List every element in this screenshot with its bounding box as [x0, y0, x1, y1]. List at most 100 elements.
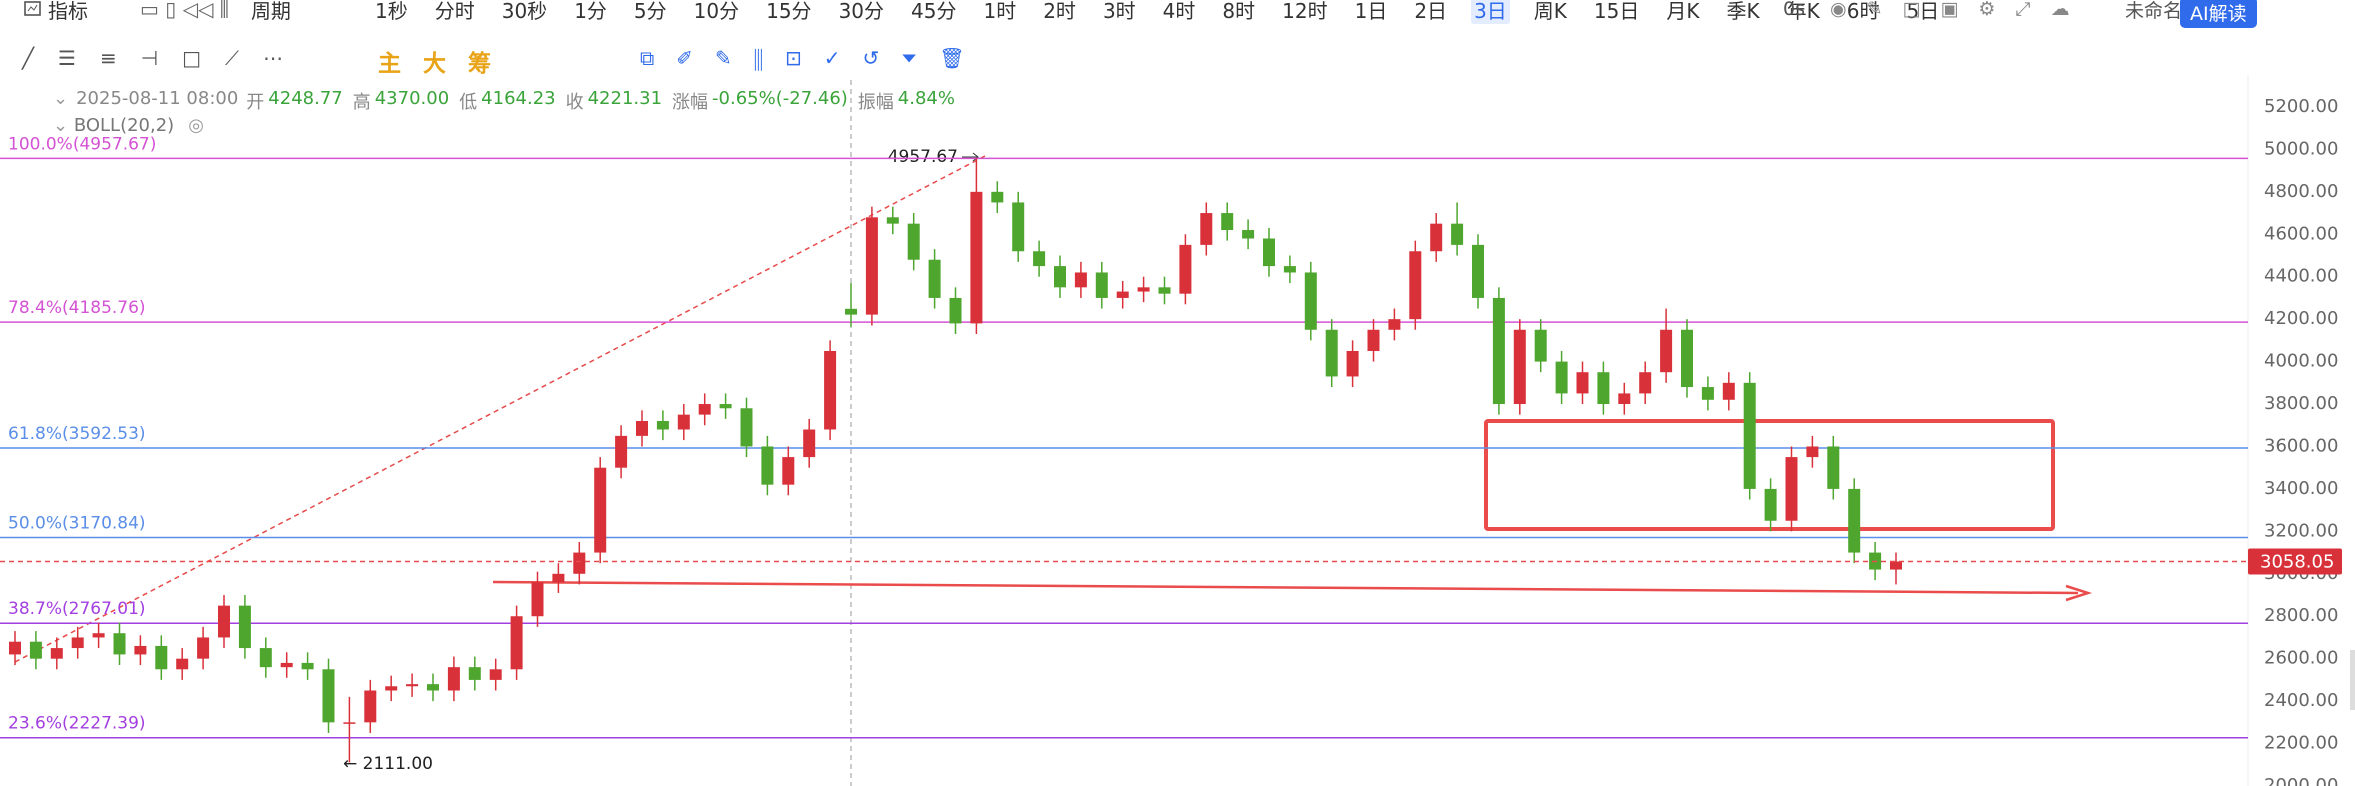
collapse-icon[interactable]: ⌄ [53, 88, 69, 109]
y-tick-label: 3600.00 [2264, 435, 2338, 456]
interval-button[interactable]: 5日 [1906, 0, 1940, 23]
interval-button[interactable]: 15日 [1593, 0, 1640, 23]
interval-button[interactable]: 1日 [1354, 0, 1388, 23]
y-tick-label: 2200.00 [2264, 733, 2338, 754]
high-label: 4957.67 [888, 147, 958, 167]
candle-body [1806, 446, 1819, 458]
info-bar: ⌄ 2025-08-11 08:00 开 4248.77 高 4370.00 低 4164… [53, 88, 965, 114]
collapse-icon[interactable]: ⌄ [53, 115, 74, 136]
interval-button[interactable]: 6时 [1846, 0, 1880, 23]
interval-button[interactable]: 季K [1726, 0, 1760, 23]
interval-button[interactable]: 3日 [1471, 0, 1510, 24]
period-button[interactable]: 周期 [250, 0, 291, 23]
candle-body [406, 684, 419, 687]
ai-button[interactable]: AI解读 [2180, 0, 2257, 28]
interval-button[interactable]: 3时 [1102, 0, 1136, 23]
y-tick-label: 2000.00 [2264, 775, 2338, 786]
candle-body [113, 633, 126, 655]
field-value: 4370.00 [374, 88, 450, 109]
toolbar-icons: ▭ ▯ ◁◁ ⫼ [140, 0, 229, 21]
candle-body [1576, 372, 1589, 394]
candle-body [824, 350, 837, 430]
candle-body [1890, 561, 1902, 570]
candle-body [803, 429, 816, 458]
candle-body [1618, 393, 1631, 405]
fib-label: 61.8%(3592.53) [8, 424, 146, 444]
interval-button[interactable]: 5分 [633, 0, 667, 23]
candle-body [364, 690, 377, 723]
ai-button-wrap: AI解读 [2180, 0, 2257, 28]
fib-label: 78.4%(4185.76) [8, 298, 146, 318]
candle-body [238, 605, 251, 649]
interval-button[interactable]: 1时 [983, 0, 1017, 23]
interval-button[interactable]: 45分 [911, 0, 957, 23]
candle-body [1200, 213, 1213, 245]
candle-body [385, 686, 398, 691]
interval-button[interactable]: 15分 [766, 0, 812, 23]
candle-body [656, 421, 669, 430]
candle-body [1534, 329, 1547, 362]
candle-body [343, 722, 356, 724]
tool-button[interactable]: 大 [423, 51, 446, 77]
candle-body [761, 446, 774, 485]
candle-body [1472, 244, 1484, 298]
workspace[interactable]: 未命名 [2125, 0, 2183, 22]
candle-body [1513, 329, 1526, 405]
candle-body [1492, 297, 1505, 405]
interval-button[interactable]: 2日 [1414, 0, 1448, 23]
interval-button[interactable]: 周K [1533, 0, 1567, 23]
y-tick-label: 3800.00 [2264, 393, 2338, 414]
candle-body [1033, 251, 1046, 267]
interval-button[interactable]: 4时 [1162, 0, 1196, 23]
y-tick-label: 4200.00 [2264, 308, 2338, 329]
interval-button[interactable]: 30分 [838, 0, 885, 23]
candle-body [155, 645, 168, 670]
candle-body [1095, 272, 1108, 298]
candle-body [1346, 350, 1359, 377]
candle-body [1388, 319, 1401, 330]
tool-button[interactable]: 主 [378, 51, 401, 77]
candle-body [991, 191, 1004, 203]
candle-body [970, 191, 983, 324]
candle-body [1304, 272, 1317, 330]
toolbar-icons-right: ◉✎□▣⚙⤢☁ [1830, 0, 2090, 20]
timer: 0s [1783, 0, 1805, 20]
candle-body [1116, 291, 1129, 298]
interval-button[interactable]: 12时 [1282, 0, 1328, 23]
interval-button[interactable]: 2时 [1043, 0, 1076, 23]
candle-body [1743, 382, 1756, 489]
low-label: ← 2111.00 [343, 754, 433, 774]
eye-icon[interactable]: ◎ [188, 115, 204, 136]
indicator-name: BOLL(20,2) [73, 115, 175, 136]
tool-icons: ⧉✐✎⫼⊡✓↺⏷🗑 [640, 46, 987, 70]
candle-body [468, 667, 481, 680]
interval-button[interactable]: 分时 [434, 0, 475, 23]
y-tick-label: 2600.00 [2264, 648, 2338, 669]
candle-body [218, 605, 230, 638]
scrollbar[interactable] [2350, 650, 2355, 710]
candle-body [1597, 372, 1610, 405]
candle-body [1137, 287, 1150, 292]
interval-button[interactable]: 年K [1786, 0, 1820, 23]
interval-button[interactable]: 30秒 [501, 0, 548, 23]
candle-body [29, 641, 42, 659]
tool-button[interactable]: 筹 [468, 51, 491, 77]
field-label: 开 [246, 92, 265, 113]
candle-body [1430, 223, 1443, 252]
interval-button[interactable]: 月K [1666, 0, 1700, 23]
indicator-row: ⌄ BOLL(20,2) ◎ [53, 115, 204, 136]
candle-body [886, 217, 899, 224]
candle-body [510, 616, 523, 670]
interval-button[interactable]: 1秒 [375, 0, 408, 23]
field-value: 4.84% [897, 88, 955, 109]
candle-body [845, 308, 857, 315]
indicators-button[interactable]: 指标 [48, 0, 88, 23]
interval-button[interactable]: 8时 [1222, 0, 1256, 23]
interval-button[interactable]: 1分 [574, 0, 607, 23]
candle-body [698, 404, 711, 415]
candle-body [1158, 287, 1171, 294]
interval-button[interactable]: 10分 [693, 0, 740, 23]
field-value: -0.65%(-27.46) [712, 88, 848, 109]
candle-body [134, 645, 147, 655]
